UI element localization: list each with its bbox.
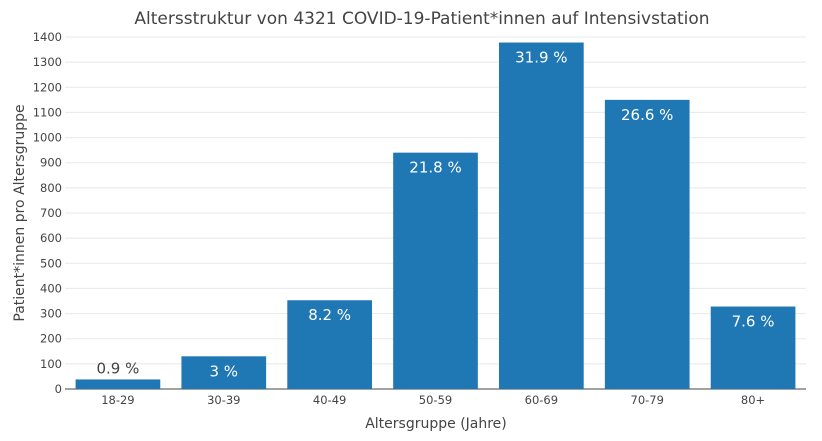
bar-18-29 [75, 379, 161, 389]
x-tick-label: 80+ [741, 393, 765, 407]
bar-80+ [710, 306, 796, 389]
x-axis-label: Altersgruppe (Jahre) [365, 416, 507, 432]
y-tick-label: 0 [55, 382, 62, 396]
y-tick-label: 1200 [33, 80, 62, 94]
bar-data-label: 7.6 % [732, 313, 775, 331]
y-tick-label: 900 [40, 156, 62, 170]
y-tick-label: 1100 [33, 105, 62, 119]
y-tick-label: 600 [40, 231, 62, 245]
bar-data-label: 21.8 % [409, 159, 461, 177]
x-tick-label: 70-79 [631, 393, 664, 407]
y-tick-label: 1300 [33, 55, 62, 69]
y-tick-label: 400 [40, 281, 62, 295]
y-axis-ticks: 0 100 200 300 400 500 600 700 800 900 1000 1100 1200… [33, 30, 62, 396]
y-tick-label: 500 [40, 256, 62, 270]
y-axis-label: Patient*innen pro Altersgruppe [12, 104, 28, 321]
x-tick-label: 60-69 [525, 393, 558, 407]
bar-40-49 [287, 300, 372, 389]
x-tick-label: 30-39 [207, 393, 240, 407]
chart-title: Altersstruktur von 4321 COVID-19-Patient… [134, 9, 709, 29]
y-tick-label: 300 [40, 307, 62, 321]
bar-30-39 [181, 356, 267, 389]
bar-60-69 [499, 42, 584, 389]
bar-70-79 [604, 99, 690, 389]
y-tick-label: 700 [40, 206, 62, 220]
x-axis-ticks: 18-29 30-39 40-49 50-59 60-69 70-79 80+ [101, 393, 765, 407]
bar-data-label: 8.2 % [308, 306, 351, 324]
bar-50-59 [393, 152, 478, 389]
y-tick-label: 1000 [33, 131, 62, 145]
bar-data-label: 0.9 % [96, 359, 139, 377]
y-tick-label: 800 [40, 181, 62, 195]
y-tick-label: 100 [40, 357, 62, 371]
bar-data-label: 26.6 % [621, 106, 673, 124]
bar-data-label: 31.9 % [515, 49, 567, 67]
x-tick-label: 40-49 [313, 393, 346, 407]
bars: 0.9 % 3 % 8.2 % 21.8 % 31.9 % 26.6 % 7.6 % [75, 42, 796, 389]
bar-data-label: 3 % [209, 362, 238, 380]
x-tick-label: 18-29 [101, 393, 134, 407]
y-tick-label: 1400 [33, 30, 62, 44]
x-tick-label: 50-59 [419, 393, 452, 407]
y-tick-label: 200 [40, 332, 62, 346]
